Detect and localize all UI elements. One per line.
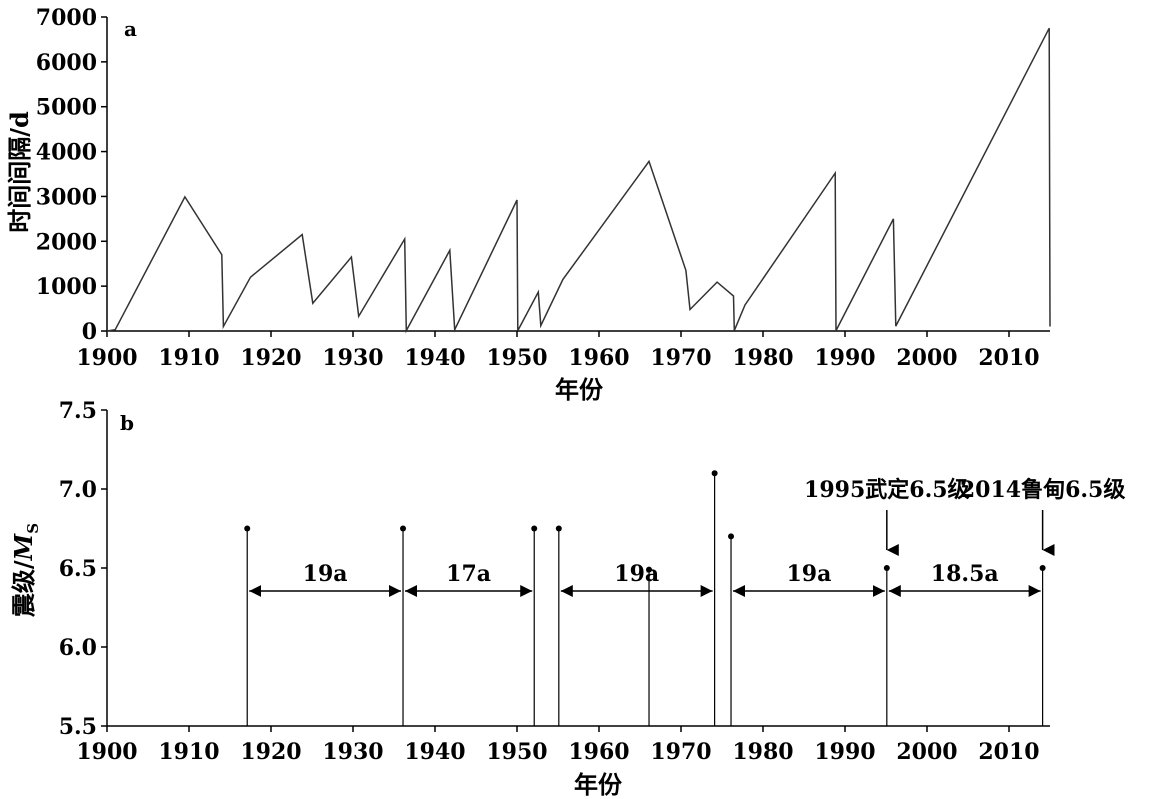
panel-b-point	[1039, 565, 1046, 571]
panel-b-interval-label: 19a	[303, 561, 348, 587]
panel-a-y-tick-label: 2000	[36, 229, 97, 255]
panel-a-x-tick-label: 2000	[896, 345, 957, 371]
panel-b-point	[531, 525, 538, 532]
panel-b-y-ticks: 5.5 6.0 6.5 7.0 7.5	[59, 398, 107, 740]
panel-a: a 1900 1910 1920 1930 1940 1950 1960 1970 1980 19…	[5, 5, 1051, 404]
panel-b-x-tick-label: 1990	[814, 739, 875, 765]
panel-b-x-tick-label: 1950	[486, 739, 547, 765]
panel-b-point	[883, 565, 890, 571]
panel-a-x-tick-label: 2010	[978, 345, 1039, 371]
panel-b-y-label-sub: S	[24, 523, 42, 534]
panel-a-x-tick-label: 1980	[732, 345, 793, 371]
panel-b-y-label-m: M	[9, 532, 38, 561]
panel-b-annotation-text: 2014鲁甸6.5级	[960, 477, 1126, 503]
panel-a-label: a	[124, 17, 137, 41]
panel-a-x-tick-label: 1960	[568, 345, 629, 371]
panel-a-x-tick-label: 1990	[814, 345, 875, 371]
panel-a-x-ticks: 1900 1910 1920 1930 1940 1950 1960 1970 1980 1990…	[76, 331, 1040, 371]
panel-b-y-tick-label: 7.0	[59, 477, 97, 503]
panel-a-y-tick-label: 1000	[36, 274, 97, 300]
panel-b-x-tick-label: 1910	[158, 739, 219, 765]
panel-b-point	[400, 525, 407, 532]
panel-b-x-tick-label: 1920	[240, 739, 301, 765]
panel-b-x-tick-label: 1900	[76, 739, 137, 765]
panel-b-x-axis-label: 年份	[574, 770, 623, 799]
panel-b-y-tick-label: 6.5	[59, 556, 97, 582]
panel-a-y-tick-label: 6000	[36, 50, 97, 76]
panel-b-x-tick-label: 1930	[322, 739, 383, 765]
panel-a-y-tick-label: 3000	[36, 184, 97, 210]
panel-a-x-axis-label: 年份	[555, 375, 604, 404]
panel-b-intervals: 19a 17a 19a 19a 18.5a	[249, 561, 1041, 597]
panel-b-x-tick-label: 1940	[404, 739, 465, 765]
panel-a-x-tick-label: 1900	[76, 345, 137, 371]
panel-b-y-tick-label: 7.5	[59, 398, 97, 424]
panel-a-y-tick-label: 0	[82, 319, 97, 345]
panel-a-y-ticks: 0 1000 2000 3000 4000 5000 6000 7000	[36, 5, 107, 345]
panel-a-y-axis-label: 时间间隔/d	[5, 111, 34, 233]
panel-a-x-tick-label: 1920	[240, 345, 301, 371]
panel-b-y-axis-label: 震级/MS	[9, 523, 42, 617]
panel-b-x-tick-label: 1980	[732, 739, 793, 765]
panel-b-y-tick-label: 5.5	[59, 714, 97, 740]
panel-b-label: b	[120, 411, 134, 435]
panel-a-y-tick-label: 5000	[36, 95, 97, 121]
panel-a-x-tick-label: 1910	[158, 345, 219, 371]
panel-b-point	[728, 533, 735, 540]
panel-b-point	[711, 470, 718, 477]
panel-b-interval-label: 19a	[614, 561, 659, 587]
panel-b-point	[555, 525, 562, 532]
panel-a-x-tick-label: 1930	[322, 345, 383, 371]
panel-a-x-tick-label: 1940	[404, 345, 465, 371]
panel-a-y-tick-label: 4000	[36, 140, 97, 166]
panel-b-annotation-text: 1995武定6.5级	[804, 477, 970, 503]
panel-b-stems	[244, 470, 1046, 726]
panel-b-y-tick-label: 6.0	[59, 635, 97, 661]
panel-b-x-tick-label: 1960	[568, 739, 629, 765]
panel-b-x-tick-label: 2000	[896, 739, 957, 765]
panel-b-x-tick-label: 1970	[650, 739, 711, 765]
panel-b: b 1900 1910 1920 1930 1940 1950 1960 1970 1980 19…	[9, 398, 1125, 799]
panel-b-y-label-main: 震级/	[9, 560, 38, 617]
panel-a-x-tick-label: 1970	[650, 345, 711, 371]
panel-b-interval-label: 19a	[786, 561, 831, 587]
panel-a-y-tick-label: 7000	[36, 5, 97, 31]
panel-b-interval-label: 17a	[446, 561, 491, 587]
panel-a-series-line	[106, 27, 1051, 334]
panel-b-point	[244, 525, 251, 532]
panel-b-x-ticks: 1900 1910 1920 1930 1940 1950 1960 1970 1980 1990…	[76, 726, 1040, 765]
panel-a-x-tick-label: 1950	[486, 345, 547, 371]
panel-b-point	[646, 566, 653, 573]
panel-b-interval-label: 18.5a	[931, 561, 999, 587]
panel-b-x-tick-label: 2010	[978, 739, 1039, 765]
